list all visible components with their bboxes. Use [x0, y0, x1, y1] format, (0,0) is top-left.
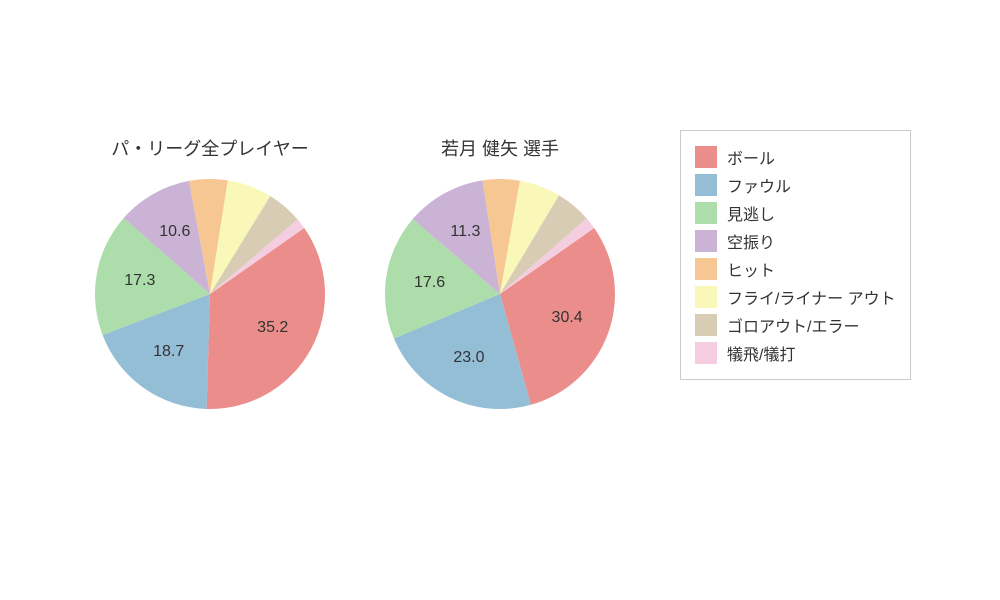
- pie-league-title: パ・リーグ全プレイヤー: [95, 135, 325, 161]
- legend-label-miss: 見逃し: [727, 201, 775, 225]
- legend-row-swing: 空振り: [695, 229, 896, 253]
- legend-label-fly: フライ/ライナー アウト: [727, 285, 896, 309]
- pie-player-svg: [385, 179, 615, 409]
- legend-label-hit: ヒット: [727, 257, 775, 281]
- legend-label-foul: ファウル: [727, 173, 791, 197]
- legend-swatch-fly: [695, 286, 717, 308]
- legend-swatch-ball: [695, 146, 717, 168]
- pie-player-wrap: 30.423.017.611.3: [385, 179, 615, 409]
- chart-stage: パ・リーグ全プレイヤー 35.218.717.310.6 若月 健矢 選手 30…: [0, 0, 1000, 600]
- legend: ボールファウル見逃し空振りヒットフライ/ライナー アウトゴロアウト/エラー犠飛/…: [680, 130, 911, 380]
- legend-swatch-hit: [695, 258, 717, 280]
- legend-swatch-miss: [695, 202, 717, 224]
- legend-row-miss: 見逃し: [695, 201, 896, 225]
- legend-row-ball: ボール: [695, 145, 896, 169]
- legend-swatch-swing: [695, 230, 717, 252]
- legend-swatch-foul: [695, 174, 717, 196]
- legend-swatch-sac: [695, 342, 717, 364]
- pie-player-title: 若月 健矢 選手: [385, 135, 615, 161]
- pie-player: 若月 健矢 選手 30.423.017.611.3: [385, 135, 615, 414]
- legend-label-grounder: ゴロアウト/エラー: [727, 313, 859, 337]
- legend-row-grounder: ゴロアウト/エラー: [695, 313, 896, 337]
- pie-league-wrap: 35.218.717.310.6: [95, 179, 325, 409]
- pie-league: パ・リーグ全プレイヤー 35.218.717.310.6: [95, 135, 325, 414]
- pie-league-svg: [95, 179, 325, 409]
- legend-row-hit: ヒット: [695, 257, 896, 281]
- legend-label-sac: 犠飛/犠打: [727, 341, 795, 365]
- legend-swatch-grounder: [695, 314, 717, 336]
- legend-row-fly: フライ/ライナー アウト: [695, 285, 896, 309]
- legend-row-foul: ファウル: [695, 173, 896, 197]
- legend-row-sac: 犠飛/犠打: [695, 341, 896, 365]
- legend-label-ball: ボール: [727, 145, 775, 169]
- legend-label-swing: 空振り: [727, 229, 775, 253]
